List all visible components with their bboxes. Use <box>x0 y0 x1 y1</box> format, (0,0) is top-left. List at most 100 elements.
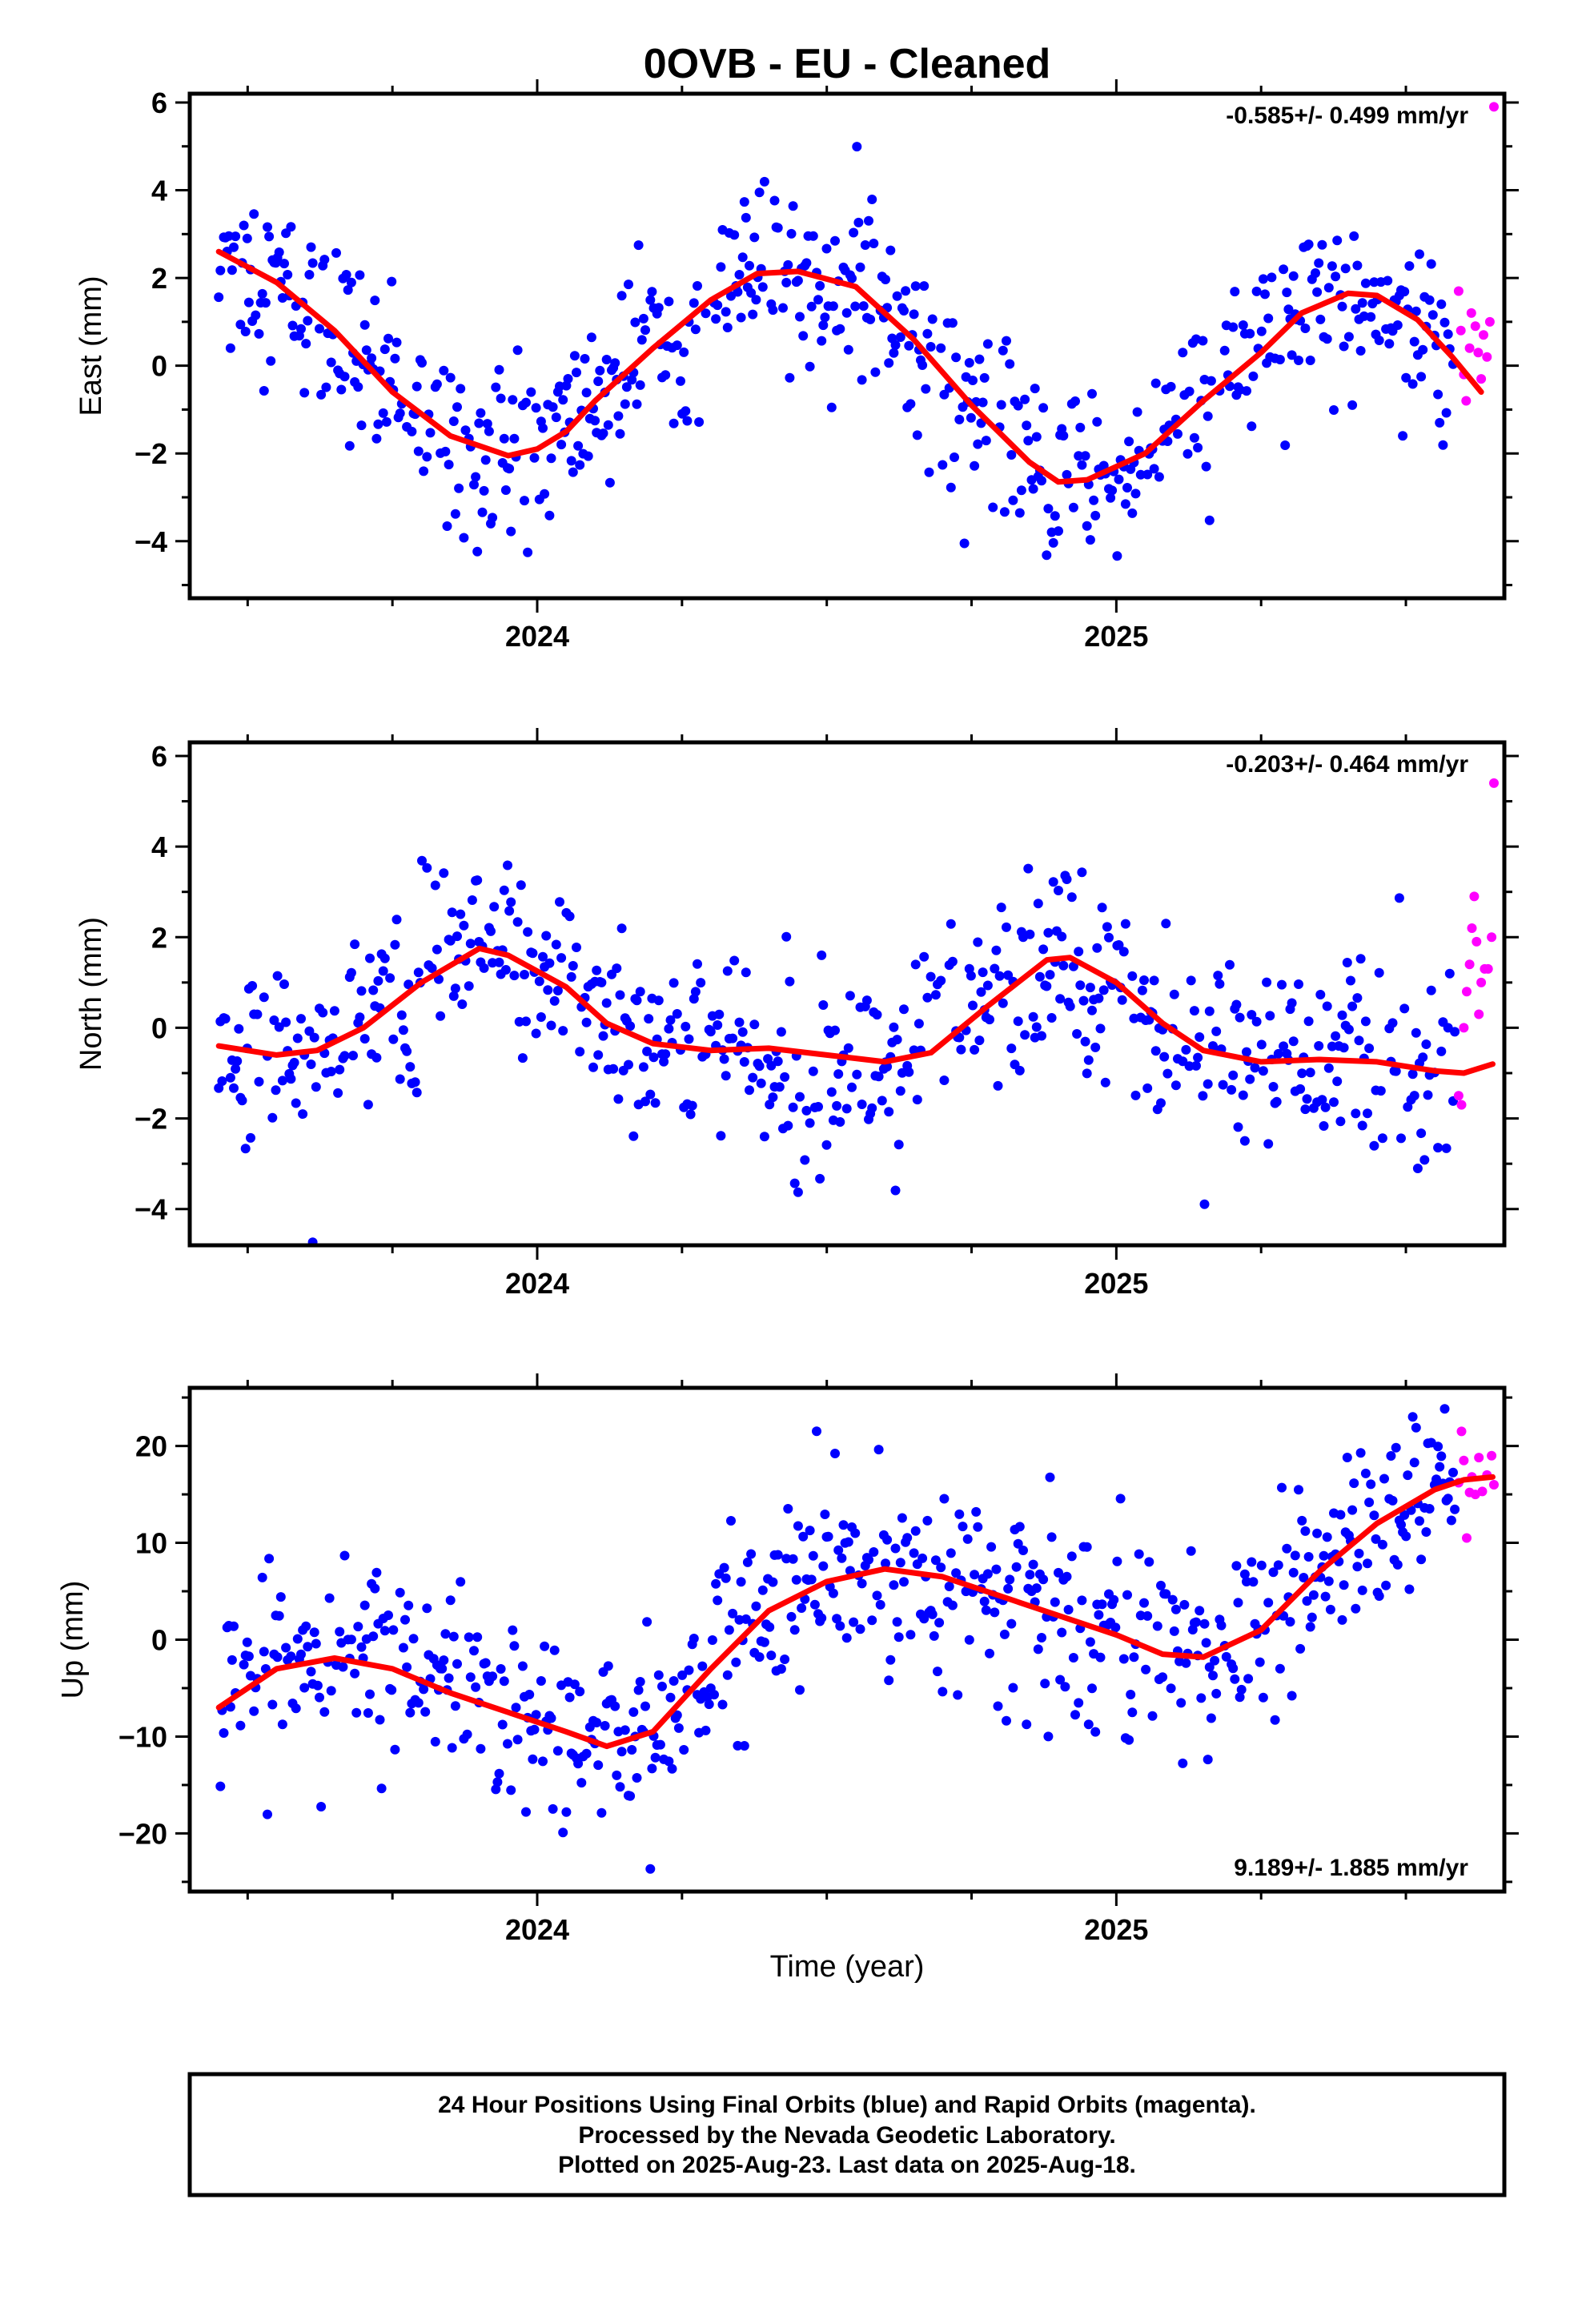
final-orbit-point <box>661 370 671 380</box>
final-orbit-point <box>1340 263 1351 274</box>
final-orbit-point <box>1387 1018 1398 1028</box>
final-orbit-point <box>711 314 721 324</box>
final-orbit-point <box>296 324 306 334</box>
final-orbit-point <box>1129 1652 1139 1663</box>
final-orbit-point <box>410 1077 420 1088</box>
final-orbit-point <box>1325 1604 1335 1614</box>
rapid-orbit-point <box>1467 923 1477 933</box>
final-orbit-point <box>242 1637 252 1647</box>
final-orbit-point <box>901 286 911 296</box>
caption-box: 24 Hour Positions Using Final Orbits (bl… <box>187 2072 1507 2197</box>
final-orbit-point <box>1297 1515 1307 1526</box>
final-orbit-point <box>331 247 341 258</box>
final-orbit-point <box>959 538 970 549</box>
final-orbit-point <box>1391 1066 1401 1076</box>
final-orbit-point <box>1002 1715 1011 1726</box>
final-orbit-point <box>951 352 962 363</box>
rapid-orbit-point <box>1466 308 1476 318</box>
final-orbit-point <box>721 1573 731 1583</box>
final-orbit-point <box>1013 400 1023 411</box>
final-orbit-point <box>246 1132 255 1143</box>
final-orbit-point <box>1396 1133 1406 1144</box>
final-orbit-point <box>1106 493 1116 503</box>
final-orbit-point <box>1448 1467 1458 1478</box>
x-tick-label: 2024 <box>505 1267 569 1300</box>
final-orbit-point <box>540 489 550 499</box>
final-orbit-point <box>881 1558 890 1569</box>
final-orbit-point <box>1215 979 1225 989</box>
rapid-orbit-point <box>1476 977 1487 987</box>
final-orbit-point <box>1255 1657 1265 1667</box>
final-orbit-point <box>921 384 931 394</box>
final-orbit-point <box>689 1634 699 1643</box>
final-orbit-point <box>890 340 901 350</box>
final-orbit-point <box>1159 1051 1170 1062</box>
final-orbit-point <box>812 1426 821 1437</box>
final-orbit-point <box>1360 1468 1371 1478</box>
final-orbit-point <box>926 342 936 352</box>
final-orbit-point <box>235 320 246 330</box>
final-orbit-point <box>572 368 581 378</box>
model-fit-line <box>215 945 1496 1076</box>
final-orbit-point <box>647 1763 657 1774</box>
final-orbit-point <box>721 1071 731 1081</box>
y-tick-label: 4 <box>151 830 167 863</box>
final-orbit-point <box>259 386 269 396</box>
final-orbit-point <box>512 917 523 927</box>
final-orbit-point <box>697 1661 708 1671</box>
final-orbit-point <box>1142 469 1153 480</box>
final-orbit-point <box>890 1543 901 1554</box>
final-orbit-point <box>1323 283 1334 293</box>
final-orbit-point <box>1075 980 1086 991</box>
rate-annotation: -0.585+/- 0.499 mm/yr <box>1226 103 1468 129</box>
final-orbit-point <box>1003 1583 1014 1594</box>
final-orbit-point <box>1191 1617 1201 1627</box>
final-orbit-point <box>1156 1580 1166 1590</box>
final-orbit-point <box>1014 1522 1025 1532</box>
final-orbit-point <box>457 999 468 1009</box>
final-orbit-point <box>1263 313 1274 324</box>
final-orbit-point <box>919 951 930 962</box>
final-orbit-point <box>572 943 581 952</box>
final-orbit-point <box>1279 264 1289 275</box>
final-orbit-point <box>422 1603 432 1614</box>
final-orbit-point <box>1179 1599 1190 1610</box>
final-orbit-point <box>1335 1510 1346 1520</box>
final-orbit-point <box>1347 1001 1358 1011</box>
final-orbit-point <box>1450 1504 1460 1514</box>
final-orbit-point <box>1110 1622 1121 1633</box>
final-orbit-point <box>783 259 793 270</box>
final-orbit-point <box>741 212 751 223</box>
final-orbit-point <box>439 868 449 879</box>
rapid-orbit-point <box>1483 963 1493 974</box>
final-orbit-point <box>404 979 414 990</box>
final-orbit-point <box>1022 1719 1032 1730</box>
final-orbit-point <box>689 298 699 308</box>
final-orbit-point <box>826 1087 837 1097</box>
final-orbit-point <box>1238 320 1248 330</box>
final-orbit-point <box>1055 1675 1066 1685</box>
final-orbit-point <box>1416 372 1427 382</box>
final-orbit-point <box>892 291 902 301</box>
final-orbit-point <box>480 455 491 465</box>
final-orbit-point <box>870 367 881 377</box>
final-orbit-point <box>904 1067 914 1077</box>
final-orbit-point <box>477 507 488 517</box>
final-orbit-point <box>452 402 462 412</box>
final-orbit-point <box>1147 1711 1158 1721</box>
final-orbit-point <box>1302 1596 1312 1606</box>
final-orbit-point <box>521 397 531 408</box>
final-orbit-point <box>488 513 498 523</box>
final-orbit-point <box>1263 1598 1274 1608</box>
y-tick-label: 6 <box>151 86 167 119</box>
final-orbit-point <box>1090 510 1101 521</box>
final-orbit-point <box>1098 460 1109 471</box>
final-orbit-point <box>1062 469 1072 480</box>
rapid-orbit-point <box>1464 343 1475 353</box>
final-orbit-point <box>990 963 1000 974</box>
final-orbit-point <box>521 1016 531 1027</box>
final-orbit-point <box>509 433 520 444</box>
final-orbit-point <box>672 1710 682 1720</box>
final-orbit-point <box>243 1651 254 1662</box>
final-orbit-point <box>482 419 492 429</box>
